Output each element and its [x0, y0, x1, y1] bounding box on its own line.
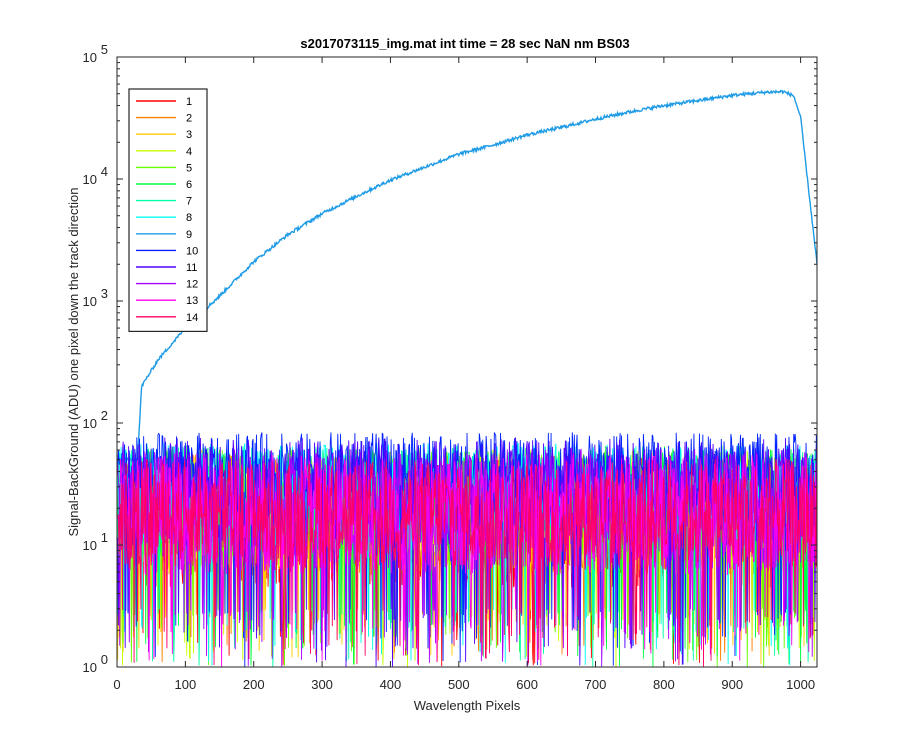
legend-label-14: 14 [186, 312, 198, 324]
x-tick-label: 100 [175, 677, 197, 692]
legend-label-5: 5 [186, 162, 192, 174]
y-tick-label-exponent: 1 [101, 530, 108, 545]
x-tick-label: 800 [653, 677, 675, 692]
x-tick-label: 1000 [786, 677, 815, 692]
y-tick-label-exponent: 5 [101, 42, 108, 57]
x-axis: 0 100 200 300 400 500 600 700 800 900 1000 [113, 57, 815, 692]
axes-box [116, 56, 818, 668]
legend-label-12: 12 [186, 279, 198, 291]
y-tick-label: 10 [83, 416, 97, 431]
x-axis-label: Wavelength Pixels [414, 698, 521, 713]
x-tick-label: 500 [448, 677, 470, 692]
y-axis-label: Signal-BackGround (ADU) one pixel down t… [66, 187, 81, 536]
legend-label-2: 2 [186, 113, 192, 125]
legend-label-3: 3 [186, 129, 192, 141]
y-tick-label-exponent: 4 [101, 164, 108, 179]
x-tick-label: 700 [585, 677, 607, 692]
y-tick-label-exponent: 0 [101, 652, 108, 667]
y-axis: 10 0 10 1 10 2 10 3 10 4 10 5 [83, 42, 817, 675]
series-line-14 [117, 458, 818, 667]
series-layer [117, 89, 818, 667]
legend-label-4: 4 [186, 146, 192, 158]
y-tick-label: 10 [83, 538, 97, 553]
y-tick-label: 10 [83, 50, 97, 65]
x-tick-label: 600 [516, 677, 538, 692]
y-tick-label-exponent: 2 [101, 408, 108, 423]
x-tick-label: 900 [721, 677, 743, 692]
y-tick-label: 10 [83, 294, 97, 309]
y-tick-label: 10 [83, 172, 97, 187]
legend-label-8: 8 [186, 212, 192, 224]
legend-label-13: 13 [186, 295, 198, 307]
legend-label-9: 9 [186, 229, 192, 241]
legend-label-6: 6 [186, 179, 192, 191]
legend-box [128, 88, 208, 332]
x-tick-label: 0 [113, 677, 120, 692]
chart-title: s2017073115_img.mat int time = 28 sec Na… [300, 36, 629, 51]
y-tick-label-exponent: 3 [101, 286, 108, 301]
legend-label-1: 1 [186, 96, 192, 108]
y-tick-label: 10 [83, 660, 97, 675]
legend-label-11: 11 [186, 262, 197, 274]
legend-label-7: 7 [186, 196, 192, 208]
x-tick-label: 400 [380, 677, 402, 692]
legend-label-10: 10 [186, 245, 198, 257]
x-tick-label: 300 [311, 677, 333, 692]
series-line-9 [117, 89, 818, 464]
x-tick-label: 200 [243, 677, 265, 692]
